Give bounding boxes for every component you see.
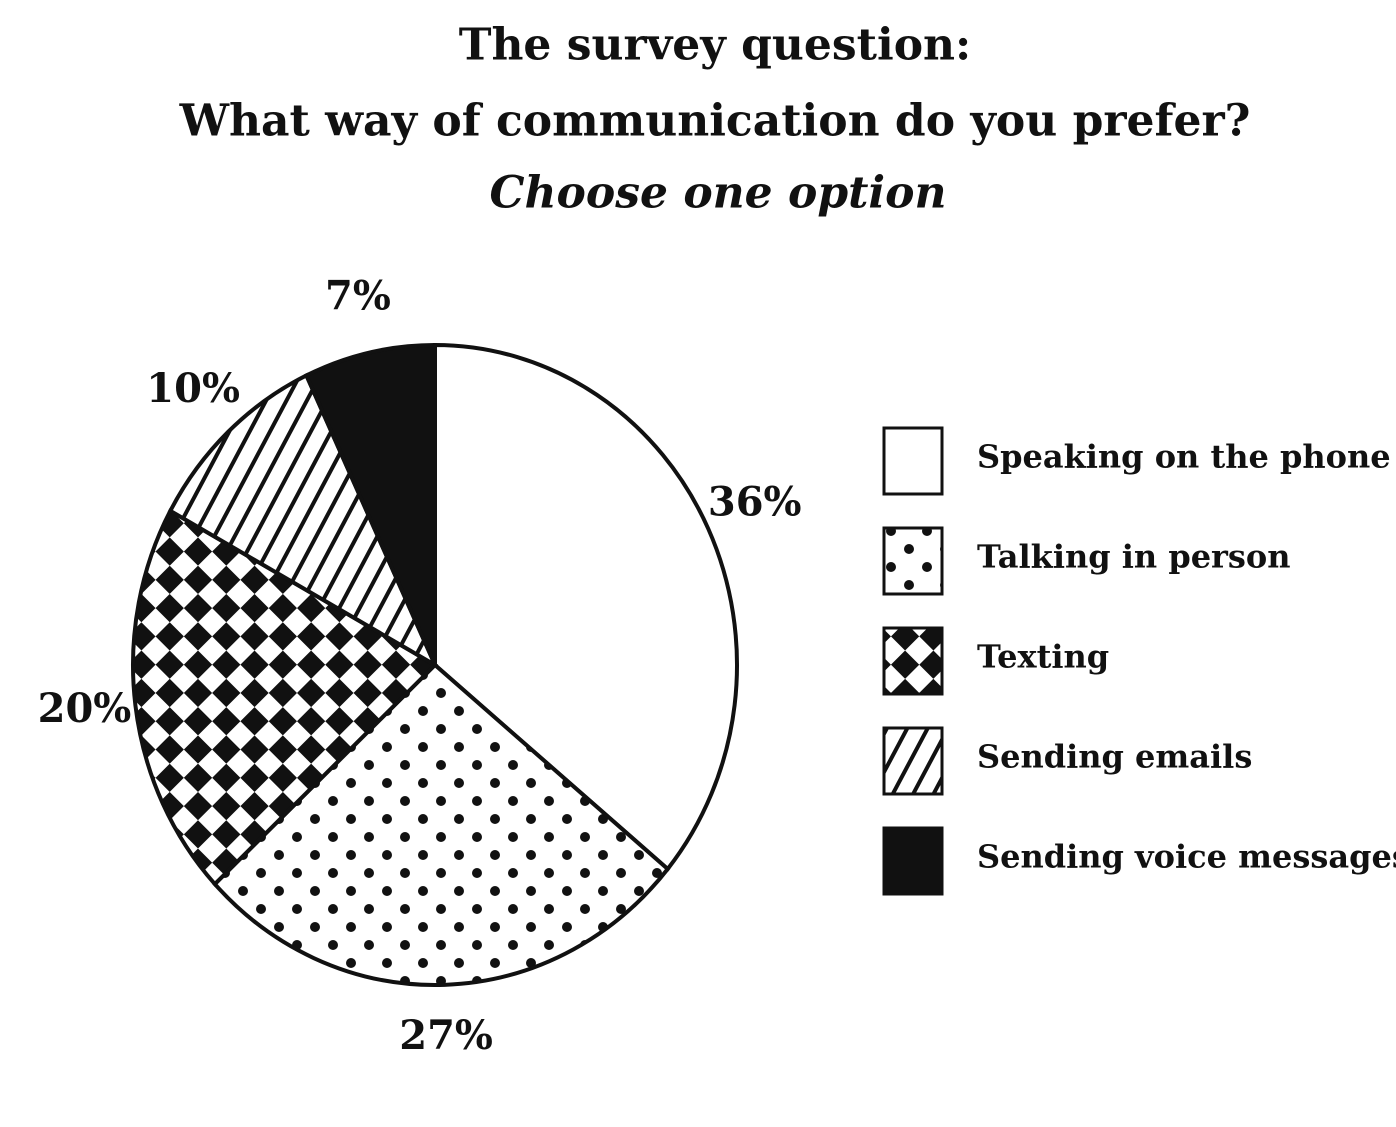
pie-slice bbox=[303, 342, 437, 666]
legend-label: Sending emails bbox=[977, 738, 1252, 776]
chart-subtitle: Choose one option bbox=[490, 168, 947, 219]
value-label: 36% bbox=[708, 479, 802, 526]
legend-swatch bbox=[882, 426, 944, 496]
legend-label: Talking in person bbox=[977, 538, 1291, 576]
legend-swatch bbox=[882, 526, 944, 596]
pie-slice bbox=[212, 662, 671, 987]
legend-label: Sending voice messages bbox=[977, 838, 1396, 876]
pie-slice bbox=[433, 342, 739, 872]
value-label: 27% bbox=[399, 1012, 493, 1059]
value-label: 7% bbox=[325, 273, 391, 320]
legend-swatch bbox=[882, 726, 944, 796]
legend-label: Speaking on the phone bbox=[977, 438, 1391, 476]
value-label: 10% bbox=[146, 365, 240, 412]
pie-slice bbox=[131, 508, 439, 887]
chart-title: What way of communication do you prefer? bbox=[179, 96, 1251, 147]
legend-swatch bbox=[882, 826, 944, 896]
value-label: 20% bbox=[38, 685, 132, 732]
legend-swatch bbox=[882, 626, 944, 696]
chart-title: The survey question: bbox=[459, 20, 972, 71]
pie-slice bbox=[167, 372, 440, 670]
legend-label: Texting bbox=[977, 638, 1109, 676]
